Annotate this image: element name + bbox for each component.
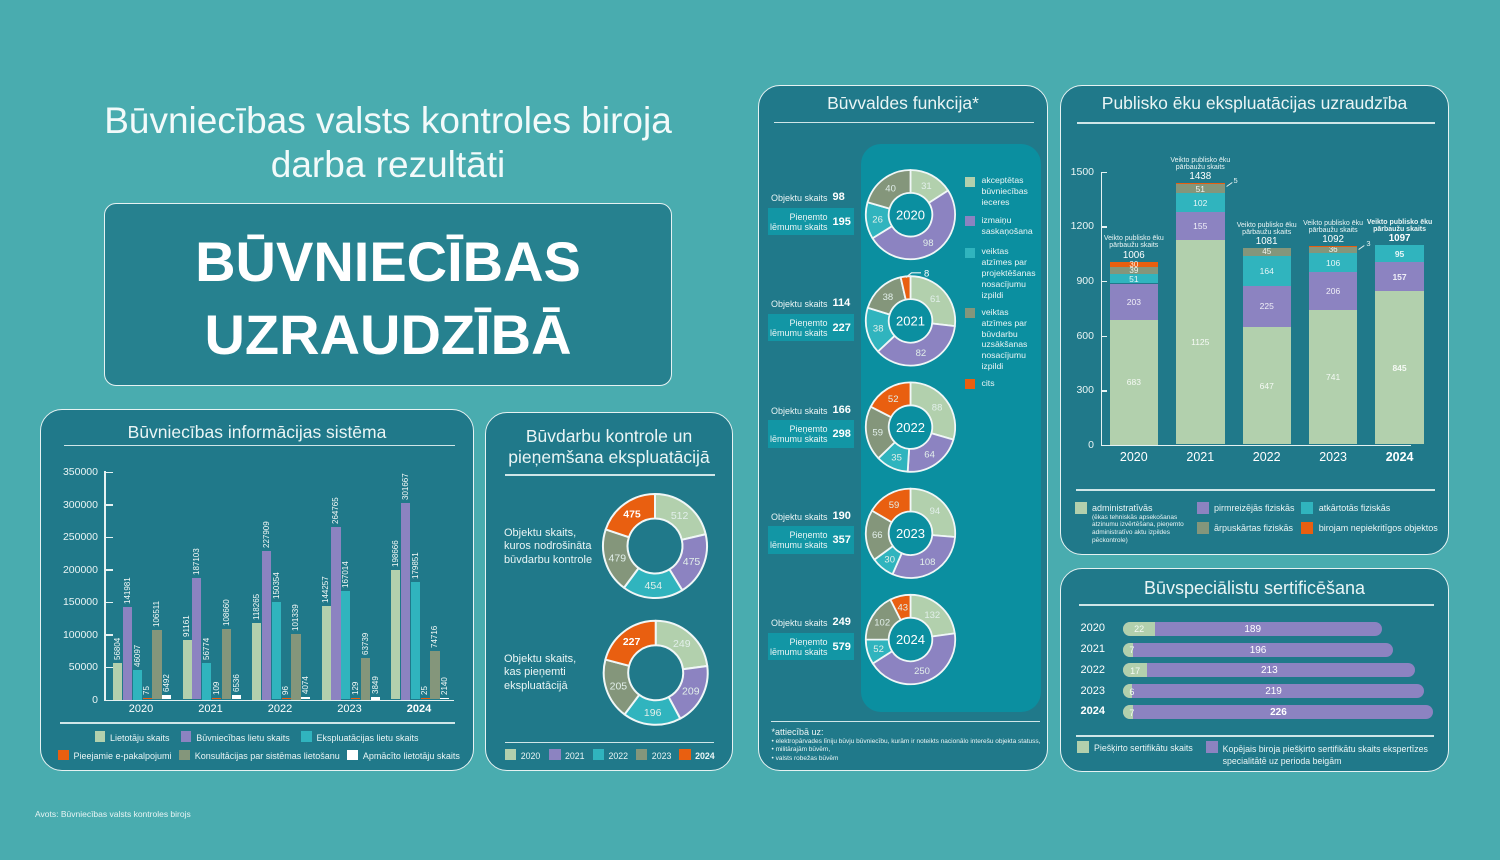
svg-text:102: 102 [874, 618, 890, 629]
svg-text:454: 454 [645, 580, 663, 592]
svg-text:52: 52 [873, 644, 884, 655]
svg-text:227: 227 [623, 636, 641, 648]
svg-text:35: 35 [891, 453, 902, 464]
svg-text:38: 38 [883, 292, 894, 303]
svg-text:43: 43 [898, 603, 909, 614]
svg-text:64: 64 [924, 450, 935, 461]
svg-text:512: 512 [671, 510, 689, 522]
svg-text:94: 94 [930, 506, 941, 517]
svg-text:250: 250 [914, 666, 930, 677]
svg-text:66: 66 [872, 530, 883, 541]
svg-text:132: 132 [924, 610, 940, 621]
svg-text:59: 59 [872, 427, 883, 438]
svg-text:249: 249 [673, 638, 691, 650]
svg-text:26: 26 [872, 215, 883, 226]
svg-text:108: 108 [920, 557, 936, 568]
svg-text:475: 475 [683, 556, 701, 568]
svg-text:82: 82 [916, 348, 927, 359]
svg-text:209: 209 [682, 686, 700, 698]
svg-text:479: 479 [609, 553, 627, 565]
svg-text:61: 61 [930, 294, 941, 305]
svg-text:2024: 2024 [896, 632, 925, 647]
svg-text:59: 59 [889, 500, 900, 511]
svg-text:2021: 2021 [896, 314, 925, 329]
svg-text:52: 52 [888, 394, 899, 405]
svg-text:31: 31 [921, 181, 932, 192]
svg-text:38: 38 [873, 324, 884, 335]
svg-text:205: 205 [610, 681, 628, 693]
svg-text:2022: 2022 [896, 420, 925, 435]
svg-text:196: 196 [644, 707, 662, 719]
svg-text:2020: 2020 [896, 207, 925, 222]
svg-text:98: 98 [923, 238, 934, 249]
svg-text:88: 88 [932, 403, 943, 414]
svg-text:8: 8 [924, 268, 929, 279]
svg-text:2023: 2023 [896, 526, 925, 541]
svg-text:30: 30 [884, 555, 895, 566]
svg-text:40: 40 [885, 184, 896, 195]
svg-text:475: 475 [623, 509, 641, 521]
